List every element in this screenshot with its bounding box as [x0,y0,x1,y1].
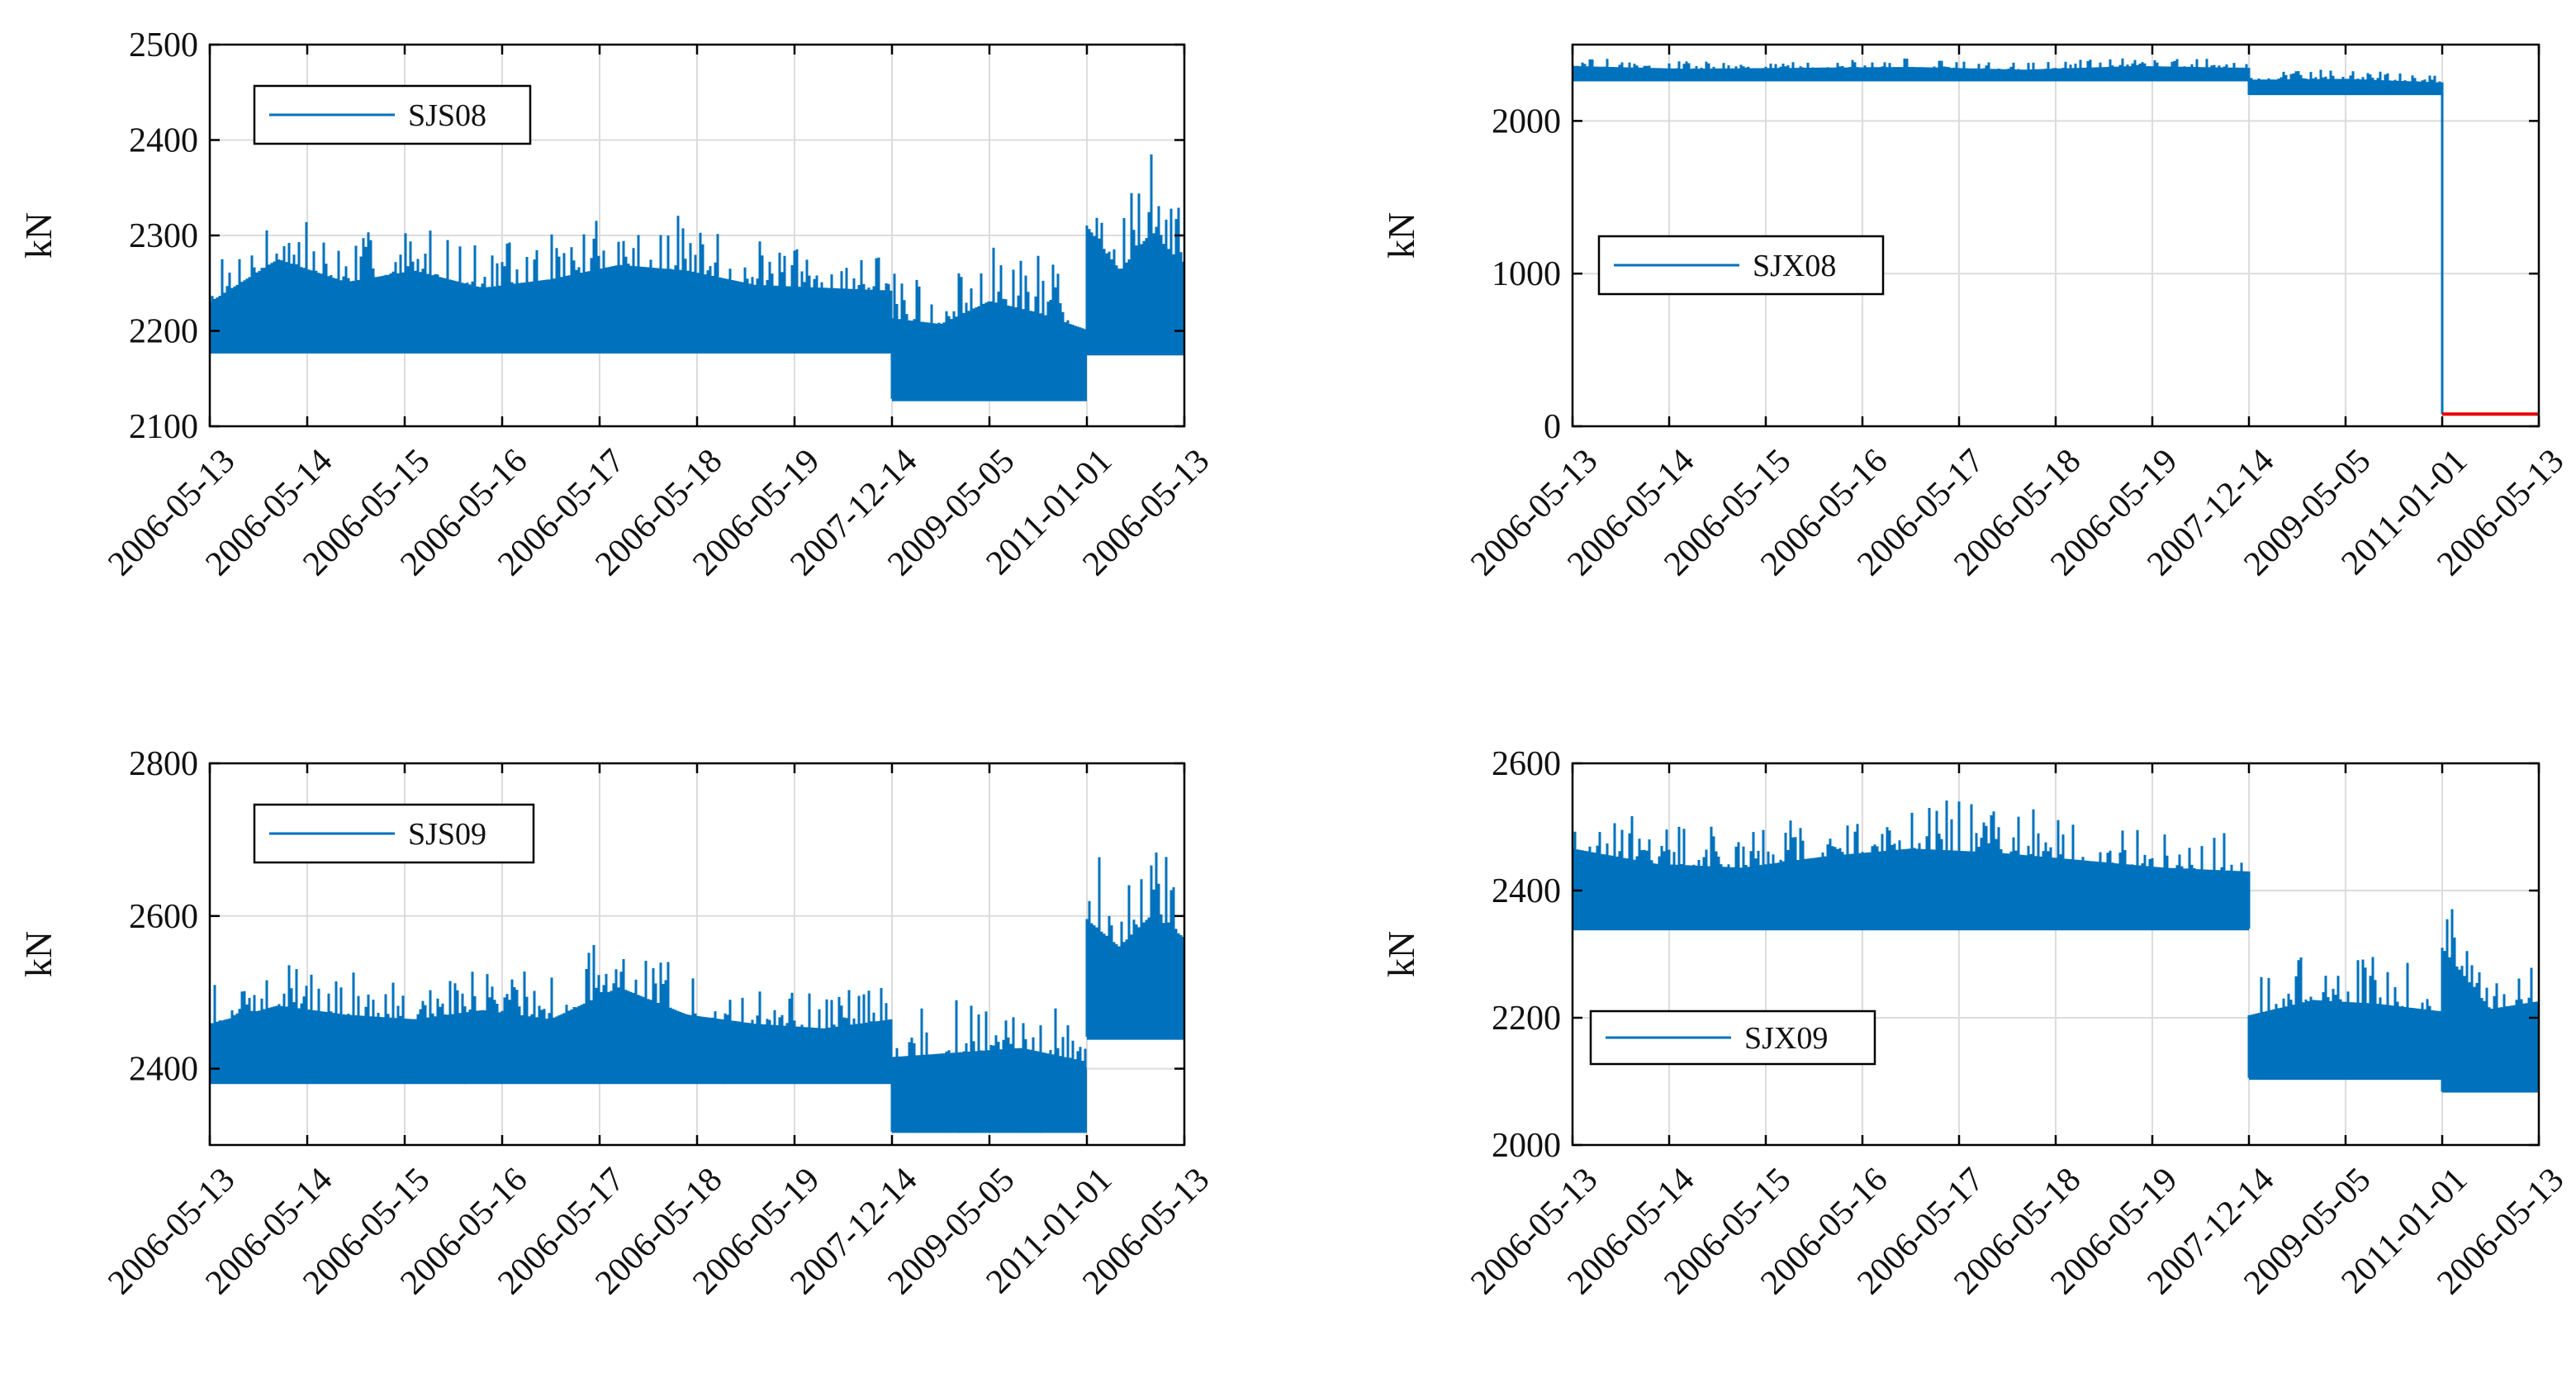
series-trace-sjs09 [210,945,893,1085]
legend-label: SJX08 [1753,249,1836,283]
series-trace-sjs08 [1085,154,1184,355]
y-axis-label: kN [1380,212,1422,259]
y-axis-label: kN [17,931,59,977]
y-tick-label: 2200 [1492,1000,1561,1038]
y-tick-label: 2200 [129,313,198,351]
series-trace-sjs09 [890,1000,1087,1133]
subplot-sjx08: 2006-05-132006-05-142006-05-152006-05-16… [1380,43,2571,583]
legend-label: SJX09 [1744,1021,1828,1056]
legend: SJS09 [253,803,535,864]
y-tick-label: 2800 [129,745,198,783]
subplot-sjs09: 2006-05-132006-05-142006-05-152006-05-16… [17,745,1217,1302]
legend-label: SJS09 [408,817,486,852]
legend: SJX08 [1597,235,1885,296]
y-tick-label: 2100 [129,408,198,446]
y-tick-label: 1000 [1492,255,1561,293]
series-trace-sjx08 [2247,69,2444,95]
y-tick-label: 2400 [129,122,198,160]
series-trace-sjs08 [890,247,1087,401]
series-trace-sjx09 [2441,909,2539,1093]
data-layer [210,154,1184,401]
series-trace-sjx08 [1573,58,2251,82]
data-layer [1573,801,2539,1093]
y-tick-label: 2500 [129,26,198,64]
y-axis-label: kN [1380,931,1422,977]
subplot-sjx09: 2006-05-132006-05-142006-05-152006-05-16… [1380,745,2571,1302]
legend-label: SJS08 [408,98,486,133]
legend: SJX09 [1589,1010,1876,1066]
series-trace-sjs09 [1085,853,1184,1040]
y-tick-label: 2400 [129,1051,198,1089]
y-tick-label: 2600 [129,898,198,936]
y-tick-label: 2400 [1492,872,1561,910]
y-tick-label: 2600 [1492,745,1561,783]
y-axis-label: kN [17,212,59,259]
series-trace-sjx09 [2247,957,2444,1080]
y-tick-label: 2000 [1492,1127,1561,1165]
series-trace-sjs08 [210,216,893,354]
series-trace-sjx09 [1573,801,2251,930]
y-tick-label: 2000 [1492,102,1561,140]
y-tick-label: 0 [1544,408,1561,446]
legend: SJS08 [253,84,532,145]
data-layer [210,853,1184,1133]
y-tick-label: 2300 [129,217,198,255]
subplot-sjs08: 2006-05-132006-05-142006-05-152006-05-16… [17,26,1217,583]
data-layer [1573,58,2539,416]
